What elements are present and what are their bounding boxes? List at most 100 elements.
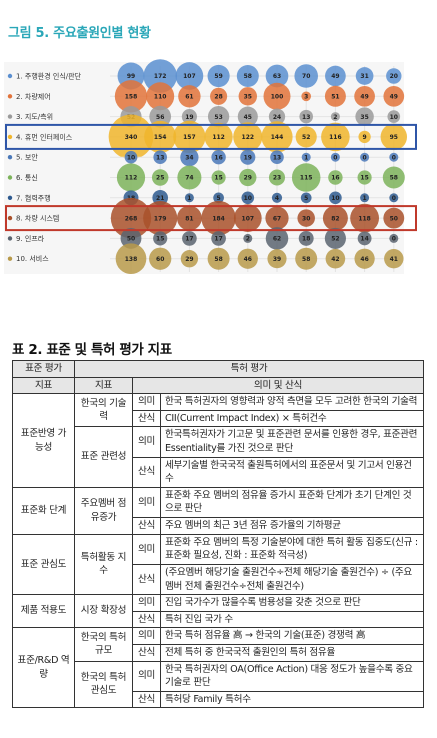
bubble (329, 191, 342, 205)
bubble (357, 231, 372, 246)
row-label: 4. 휴먼 인터페이스 (16, 132, 73, 141)
bubble (291, 163, 321, 192)
highlight-box (5, 123, 417, 150)
bubble (233, 122, 263, 152)
bubble-label: 49 (360, 94, 368, 101)
row-bullet (7, 155, 13, 160)
row-label: 5. 보안 (16, 153, 38, 162)
bubble (295, 247, 318, 270)
bubble (237, 106, 258, 127)
meaning-text: 한국 특허권자의 영향력과 양적 측면을 모두 고려한 한국의 기술력 (160, 393, 424, 411)
table-title: 표 2. 표준 및 특허 평가 지표 (12, 342, 172, 358)
std-index-cell: 표준/R&D 역량 (12, 627, 75, 709)
bubble-label: 63 (273, 73, 281, 80)
bubble-label: 28 (214, 94, 222, 101)
bubble-label: 35 (244, 94, 252, 101)
formula-text: 특허당 Family 특허수 (160, 690, 424, 709)
bubble-label: 9 (363, 134, 367, 141)
bubble (243, 233, 253, 243)
formula-text: 전체 특허 중 한국국적 출원인의 특허 점유율 (160, 643, 424, 662)
bubble (330, 112, 340, 122)
bubble (114, 80, 148, 113)
bubble-label: 2 (333, 114, 337, 121)
formula-text: 주요 멤버의 최근 3년 점유 증가율의 기하평균 (160, 517, 424, 535)
meaning-label: 의미 (132, 486, 161, 519)
bubble-label: 138 (125, 256, 138, 263)
bubble (153, 150, 167, 164)
formula-text: 세부기술별 한국국적 출원특허에서의 표준문서 및 기고서 인용건수 (160, 456, 424, 488)
meaning-text: 진입 국가수가 많을수록 범용성을 갖춘 것으로 판단 (160, 594, 424, 612)
bubble (110, 197, 152, 239)
bubble (382, 166, 405, 189)
bubble-label: 52 (302, 134, 310, 141)
bubble-label: 0 (392, 154, 396, 161)
bubble-label: 15 (214, 175, 222, 182)
bubble (387, 110, 401, 123)
bubble-label: 52 (331, 236, 339, 243)
bubble (355, 107, 374, 126)
bubble (149, 247, 172, 270)
bubble-label: 60 (156, 256, 164, 263)
bubble-label: 10 (127, 154, 135, 161)
bubble-label: 112 (212, 134, 225, 141)
bubble (181, 109, 197, 125)
bubble-label: 61 (185, 94, 193, 101)
bubble (325, 65, 346, 87)
row-label: 3. 지도/측위 (16, 112, 53, 121)
bubble (271, 192, 283, 203)
bubble (383, 85, 405, 107)
bubble-label: 21 (156, 195, 164, 202)
bubble-label: 17 (214, 236, 222, 243)
bubble (300, 192, 312, 204)
bubble-label: 62 (273, 236, 281, 243)
bubble (239, 168, 257, 187)
bubble-label: 10 (244, 195, 252, 202)
bubble (120, 227, 142, 249)
bubble (384, 248, 404, 269)
header-std-index: 지표 (12, 376, 75, 395)
bubble-label: 18 (302, 236, 310, 243)
row-label: 8. 차량 시스템 (16, 214, 59, 223)
meaning-text: 한국특허권자가 기고문 및 표준관련 문서를 인용한 경우, 표준관련 Esse… (160, 426, 424, 458)
bubble-label: 100 (271, 94, 284, 101)
header-std-eval: 표준 평가 (12, 360, 75, 378)
bubble-label: 14 (360, 236, 368, 243)
row-bullet (7, 73, 13, 79)
bubble (238, 87, 258, 106)
pat-index-cell: 한국의 특허규모 (74, 627, 133, 662)
bubble (389, 152, 399, 162)
meaning-label: 의미 (132, 393, 161, 411)
bubble (389, 233, 399, 243)
std-index-cell: 제품 적용도 (12, 594, 75, 629)
bubble-label: 0 (363, 154, 367, 161)
bubble-chart-svg: 1. 주행환경 인식/판단 99 172 107 59 58 63 70 49 31 202. 차량… (4, 59, 417, 275)
bubble (124, 150, 138, 164)
bubble (115, 243, 147, 275)
bubble (240, 149, 256, 165)
bubble-label: 25 (156, 175, 164, 182)
bubble-label: 81 (185, 215, 193, 222)
row-bullet (7, 134, 13, 140)
table-row: 산식 주요 멤버의 최근 3년 점유 증가율의 기하평균 (13, 517, 424, 535)
bubble-label: 10 (390, 114, 398, 121)
meaning-label: 의미 (132, 627, 161, 645)
bubble-label: 82 (331, 215, 339, 222)
bubble-label: 74 (185, 175, 193, 182)
bubble (330, 152, 340, 162)
bubble-label: 13 (156, 154, 164, 161)
bubble (360, 152, 370, 162)
bubble-label: 70 (302, 73, 310, 80)
std-index-cell: 표준반영 가능성 (12, 393, 75, 488)
bubble (267, 249, 287, 269)
row-label: 10. 서비스 (16, 254, 49, 263)
pat-index-cell: 주요멤버 점유증가 (74, 486, 133, 535)
bubble (358, 130, 371, 144)
bubble-label: 20 (390, 73, 398, 80)
bubble-label: 41 (390, 256, 398, 263)
bubble-label: 39 (273, 256, 281, 263)
bubble-label: 50 (390, 215, 398, 222)
bubble (298, 230, 314, 246)
bubble (116, 163, 146, 192)
bubble (301, 91, 312, 102)
bubble (213, 192, 224, 204)
